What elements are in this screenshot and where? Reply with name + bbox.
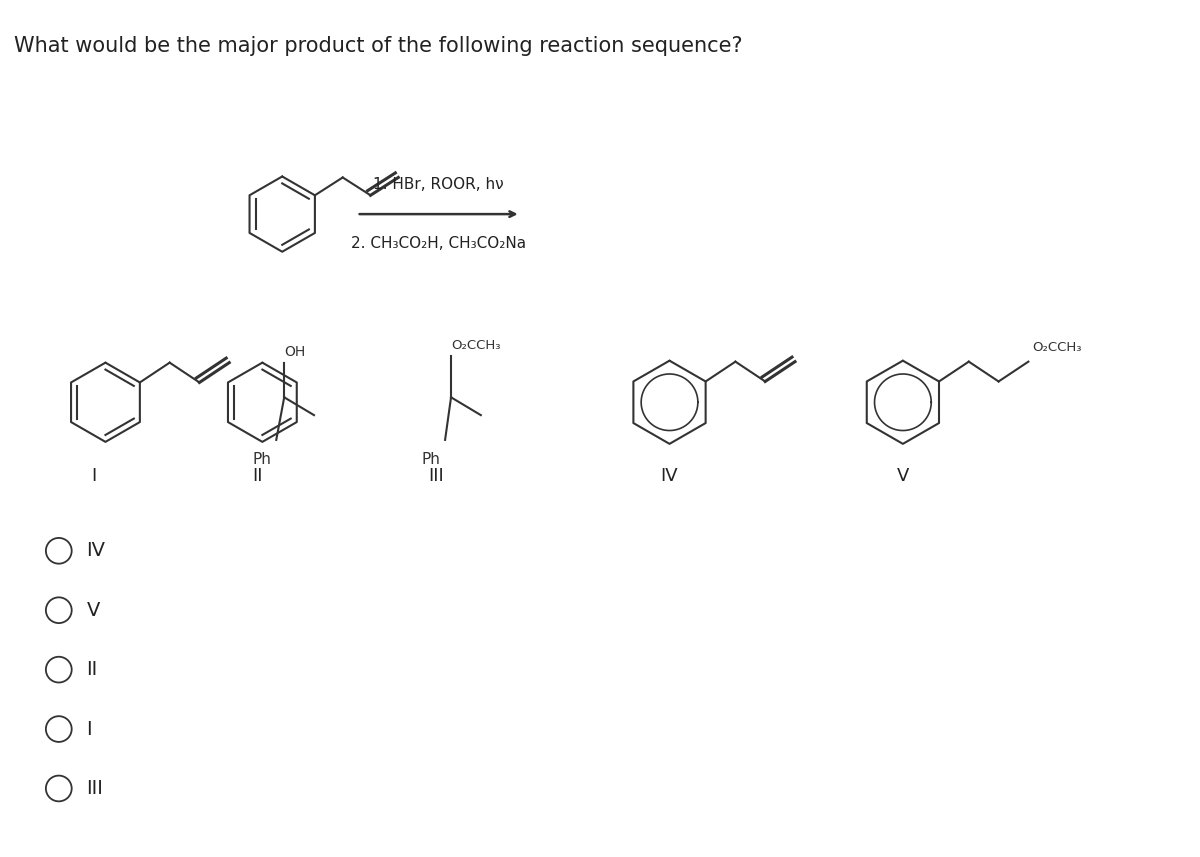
Text: I: I xyxy=(91,467,96,485)
Text: II: II xyxy=(252,467,263,485)
Text: IV: IV xyxy=(661,467,678,485)
Text: V: V xyxy=(86,601,100,620)
Text: Ph: Ph xyxy=(253,452,271,467)
Text: What would be the major product of the following reaction sequence?: What would be the major product of the f… xyxy=(14,36,743,56)
Text: 2. CH₃CO₂H, CH₃CO₂Na: 2. CH₃CO₂H, CH₃CO₂Na xyxy=(352,236,526,251)
Text: III: III xyxy=(428,467,444,485)
Text: IV: IV xyxy=(86,542,106,560)
Text: V: V xyxy=(896,467,910,485)
Text: O₂CCH₃: O₂CCH₃ xyxy=(451,339,500,351)
Text: I: I xyxy=(86,720,92,739)
Text: O₂CCH₃: O₂CCH₃ xyxy=(1032,341,1082,354)
Text: OH: OH xyxy=(284,345,306,359)
Text: Ph: Ph xyxy=(421,452,440,467)
Text: III: III xyxy=(86,779,103,798)
Text: 1. HBr, ROOR, hν: 1. HBr, ROOR, hν xyxy=(373,177,504,192)
Text: II: II xyxy=(86,660,98,679)
